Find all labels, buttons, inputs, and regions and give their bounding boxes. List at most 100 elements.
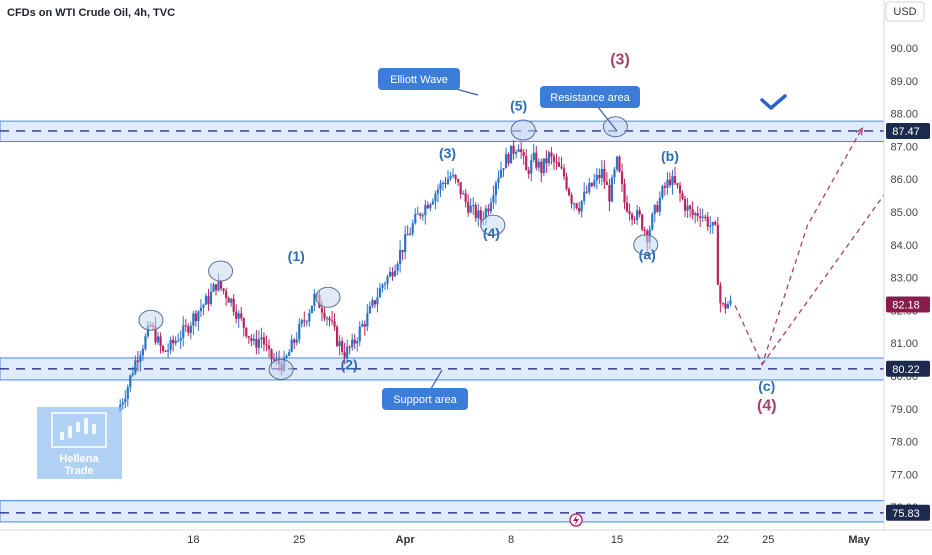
wave-label: (5)	[510, 97, 527, 113]
candle-body	[313, 294, 315, 306]
candle-body	[371, 300, 373, 306]
candle-body	[245, 328, 247, 336]
candle-body	[460, 182, 462, 194]
candle-body	[510, 146, 512, 164]
candle-body	[177, 341, 179, 342]
candle-body	[535, 153, 537, 168]
candle-body	[240, 313, 242, 318]
resistance-callout-text: Resistance area	[550, 92, 630, 104]
candle-body	[215, 284, 217, 290]
candle-body	[560, 167, 562, 169]
candle-body	[323, 313, 325, 319]
candle-body	[591, 183, 593, 186]
candle-body	[144, 336, 146, 349]
candle-body	[364, 324, 366, 327]
candle-body	[207, 296, 209, 304]
price-tick-label: 85.00	[890, 207, 918, 219]
candle-body	[187, 326, 189, 332]
candle-body	[475, 205, 477, 218]
candle-body	[328, 318, 330, 320]
wave-label: (4)	[757, 397, 777, 414]
candle-body	[228, 298, 230, 303]
candle-body	[402, 250, 404, 252]
price-tag-label: 82.18	[892, 299, 920, 311]
candle-body	[442, 183, 444, 184]
checkmark-icon	[762, 96, 785, 108]
candle-body	[326, 318, 328, 319]
candle-body	[381, 285, 383, 288]
candle-body	[356, 341, 358, 343]
candle-body	[429, 204, 431, 208]
price-tag-label: 80.22	[892, 364, 920, 376]
candle-body	[197, 311, 199, 321]
watermark-line-1: Hellena	[59, 453, 99, 465]
candle-body	[217, 281, 219, 290]
candle-body	[243, 318, 245, 328]
candle-body	[487, 208, 489, 211]
candle-body	[729, 300, 731, 304]
candle-body	[175, 341, 177, 344]
time-tick-label: 8	[508, 534, 514, 546]
candle-body	[608, 185, 610, 202]
candle-body	[596, 175, 598, 181]
candle-body	[495, 183, 497, 195]
candle-body	[366, 313, 368, 326]
candle-body	[386, 277, 388, 284]
candle-body	[439, 183, 441, 189]
candle-body	[414, 214, 416, 223]
candle-body	[452, 175, 454, 176]
candle-body	[129, 375, 131, 387]
candle-body	[159, 336, 161, 346]
candle-body	[717, 225, 719, 285]
price-tick-label: 79.00	[890, 404, 918, 416]
candle-body	[568, 189, 570, 195]
price-tick-label: 86.00	[890, 174, 918, 186]
candle-body	[444, 183, 446, 184]
candle-body	[480, 210, 482, 219]
candle-body	[467, 202, 469, 212]
candle-body	[132, 373, 134, 375]
candle-body	[409, 233, 411, 235]
candle-body	[545, 158, 547, 163]
candle-body	[248, 336, 250, 338]
pivot-circle	[139, 310, 163, 330]
candle-body	[361, 324, 363, 326]
candle-body	[601, 169, 603, 178]
candle-body	[311, 306, 313, 313]
candle-body	[512, 146, 514, 154]
candle-body	[722, 303, 724, 304]
candle-body	[454, 175, 456, 179]
candle-body	[666, 180, 668, 188]
candle-body	[500, 170, 502, 178]
candle-body	[538, 162, 540, 168]
candle-body	[349, 347, 351, 348]
candle-body	[543, 158, 545, 173]
time-axis[interactable]	[0, 530, 932, 550]
candle-body	[550, 152, 552, 156]
candle-body	[661, 186, 663, 198]
candle-body	[613, 170, 615, 178]
candle-body	[616, 157, 618, 170]
candle-body	[192, 313, 194, 325]
candle-body	[606, 182, 608, 185]
price-tick-label: 81.00	[890, 338, 918, 350]
candle-body	[565, 176, 567, 188]
candle-body	[389, 272, 391, 277]
candle-body	[490, 203, 492, 212]
wave-label: (1)	[288, 248, 305, 264]
candle-body	[623, 184, 625, 203]
time-tick-label: Apr	[396, 534, 416, 546]
candle-body	[180, 338, 182, 341]
candle-body	[674, 176, 676, 183]
candle-body	[664, 186, 666, 188]
candle-body	[641, 215, 643, 230]
lower-zone	[0, 501, 884, 522]
currency-label: USD	[893, 6, 916, 18]
time-tick-label: 25	[293, 534, 305, 546]
candle-body	[528, 170, 530, 174]
price-tick-label: 84.00	[890, 240, 918, 252]
candle-body	[124, 399, 126, 402]
candle-body	[424, 205, 426, 215]
